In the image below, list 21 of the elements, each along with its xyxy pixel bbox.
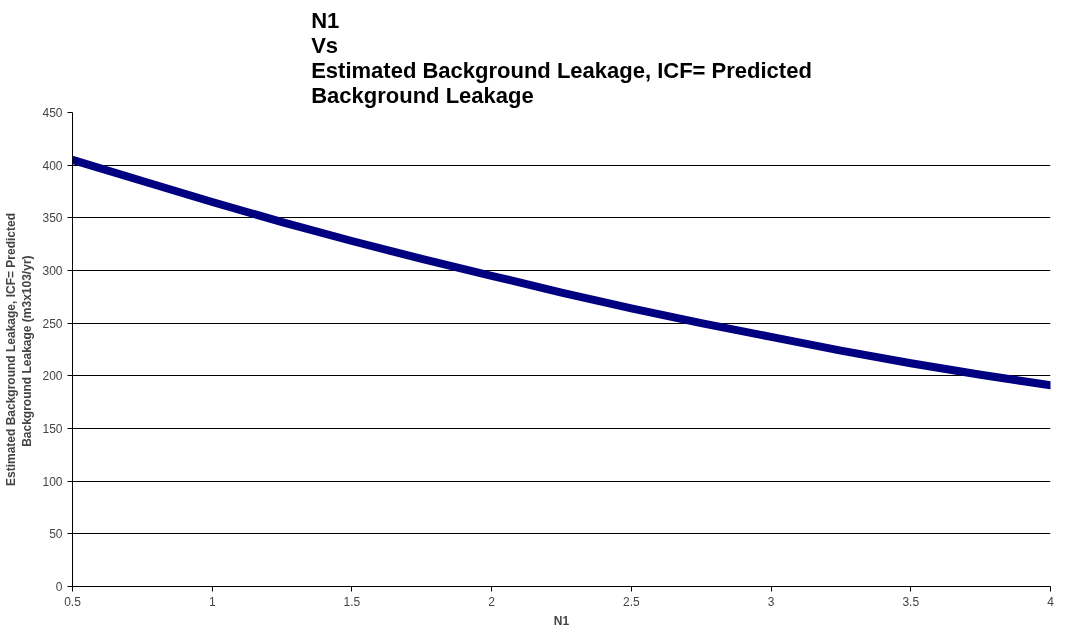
y-tick-label: 400	[42, 158, 63, 173]
x-axis-title: N1	[553, 613, 570, 628]
x-tick-label: 0.5	[64, 594, 82, 609]
y-tick-label: 350	[42, 211, 63, 226]
x-tick-label: 1.5	[343, 594, 361, 609]
x-tick-label: 4	[1047, 594, 1055, 609]
y-tick-label: 50	[49, 527, 63, 542]
y-tick-label: 200	[42, 369, 63, 384]
y-tick-label: 450	[42, 106, 63, 120]
chart-title: N1 Vs Estimated Background Leakage, ICF= Predicted Background Leakage	[311, 7, 812, 108]
y-tick-label: 250	[42, 316, 63, 331]
x-tick-label: 2	[488, 594, 496, 609]
x-tick-label: 3.5	[902, 594, 920, 609]
x-tick-label: 1	[208, 594, 216, 609]
y-tick-label: 100	[42, 474, 63, 489]
y-tick-label: 150	[42, 422, 63, 436]
x-tick-label: 3	[767, 594, 775, 609]
y-tick-label: 0	[55, 580, 63, 594]
x-tick-label: 2.5	[623, 594, 641, 609]
y-axis-title: Estimated Background Leakage, ICF= Predicted Background Leakage (m3x103/yr)	[3, 212, 35, 487]
y-tick-label: 300	[42, 264, 63, 278]
